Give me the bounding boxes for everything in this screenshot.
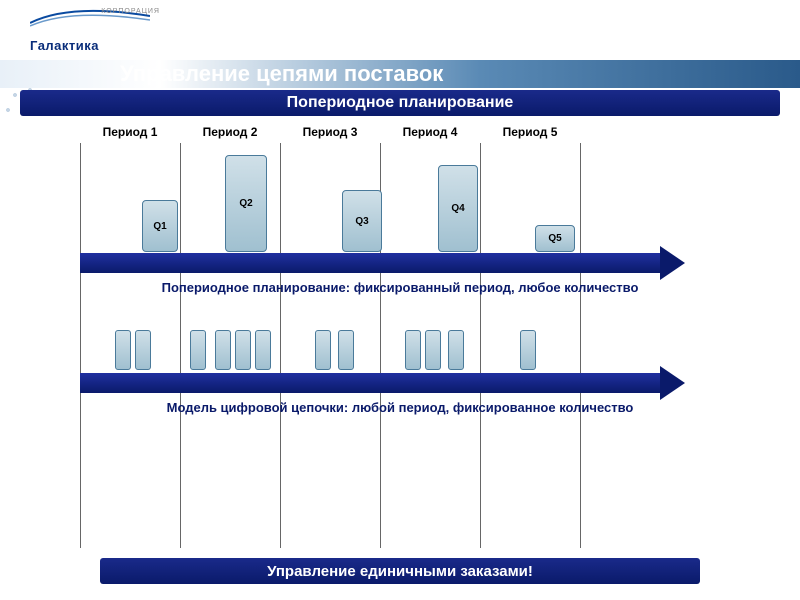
period-labels-row: Период 1 Период 2 Период 3 Период 4 Пери… (80, 125, 720, 139)
logo-sublabel: КОРПОРАЦИЯ (101, 8, 160, 15)
chart2-caption: Модель цифровой цепочки: любой период, ф… (80, 400, 720, 415)
period-label: Период 2 (180, 125, 280, 139)
footer-text: Управление единичными заказами! (267, 563, 533, 580)
subtitle-bar: Попериодное планирование (20, 90, 780, 116)
arrow-head-icon (660, 366, 685, 400)
period-label: Период 3 (280, 125, 380, 139)
unit-box (215, 330, 231, 370)
timeline-arrow-2 (80, 373, 660, 393)
period-label: Период 1 (80, 125, 180, 139)
footer-bar: Управление единичными заказами! (100, 558, 700, 584)
unit-box (315, 330, 331, 370)
page-title: Управление цепями поставок (120, 61, 443, 87)
quantity-box: Q4 (438, 165, 478, 252)
title-bar: Управление цепями поставок (0, 60, 800, 88)
unit-box (255, 330, 271, 370)
grid-line (280, 143, 281, 548)
unit-box (405, 330, 421, 370)
unit-box (338, 330, 354, 370)
quantity-box: Q3 (342, 190, 382, 252)
grid-line (80, 143, 81, 548)
logo: КОРПОРАЦИЯ Галактика (30, 8, 150, 53)
unit-box (425, 330, 441, 370)
unit-box (115, 330, 131, 370)
unit-box (190, 330, 206, 370)
period-label: Период 5 (480, 125, 580, 139)
grid-line (480, 143, 481, 548)
timeline-arrow-1 (80, 253, 660, 273)
grid-line (180, 143, 181, 548)
chart1-caption: Попериодное планирование: фиксированный … (80, 280, 720, 295)
quantity-box: Q5 (535, 225, 575, 252)
grid-line (580, 143, 581, 548)
quantity-box: Q2 (225, 155, 267, 252)
period-label: Период 4 (380, 125, 480, 139)
logo-brand: Галактика (30, 38, 150, 53)
chart-area: Период 1 Период 2 Период 3 Период 4 Пери… (80, 125, 720, 555)
subtitle: Попериодное планирование (287, 94, 514, 112)
arrow-head-icon (660, 246, 685, 280)
unit-box (520, 330, 536, 370)
unit-box (135, 330, 151, 370)
unit-box (448, 330, 464, 370)
unit-box (235, 330, 251, 370)
quantity-box: Q1 (142, 200, 178, 252)
